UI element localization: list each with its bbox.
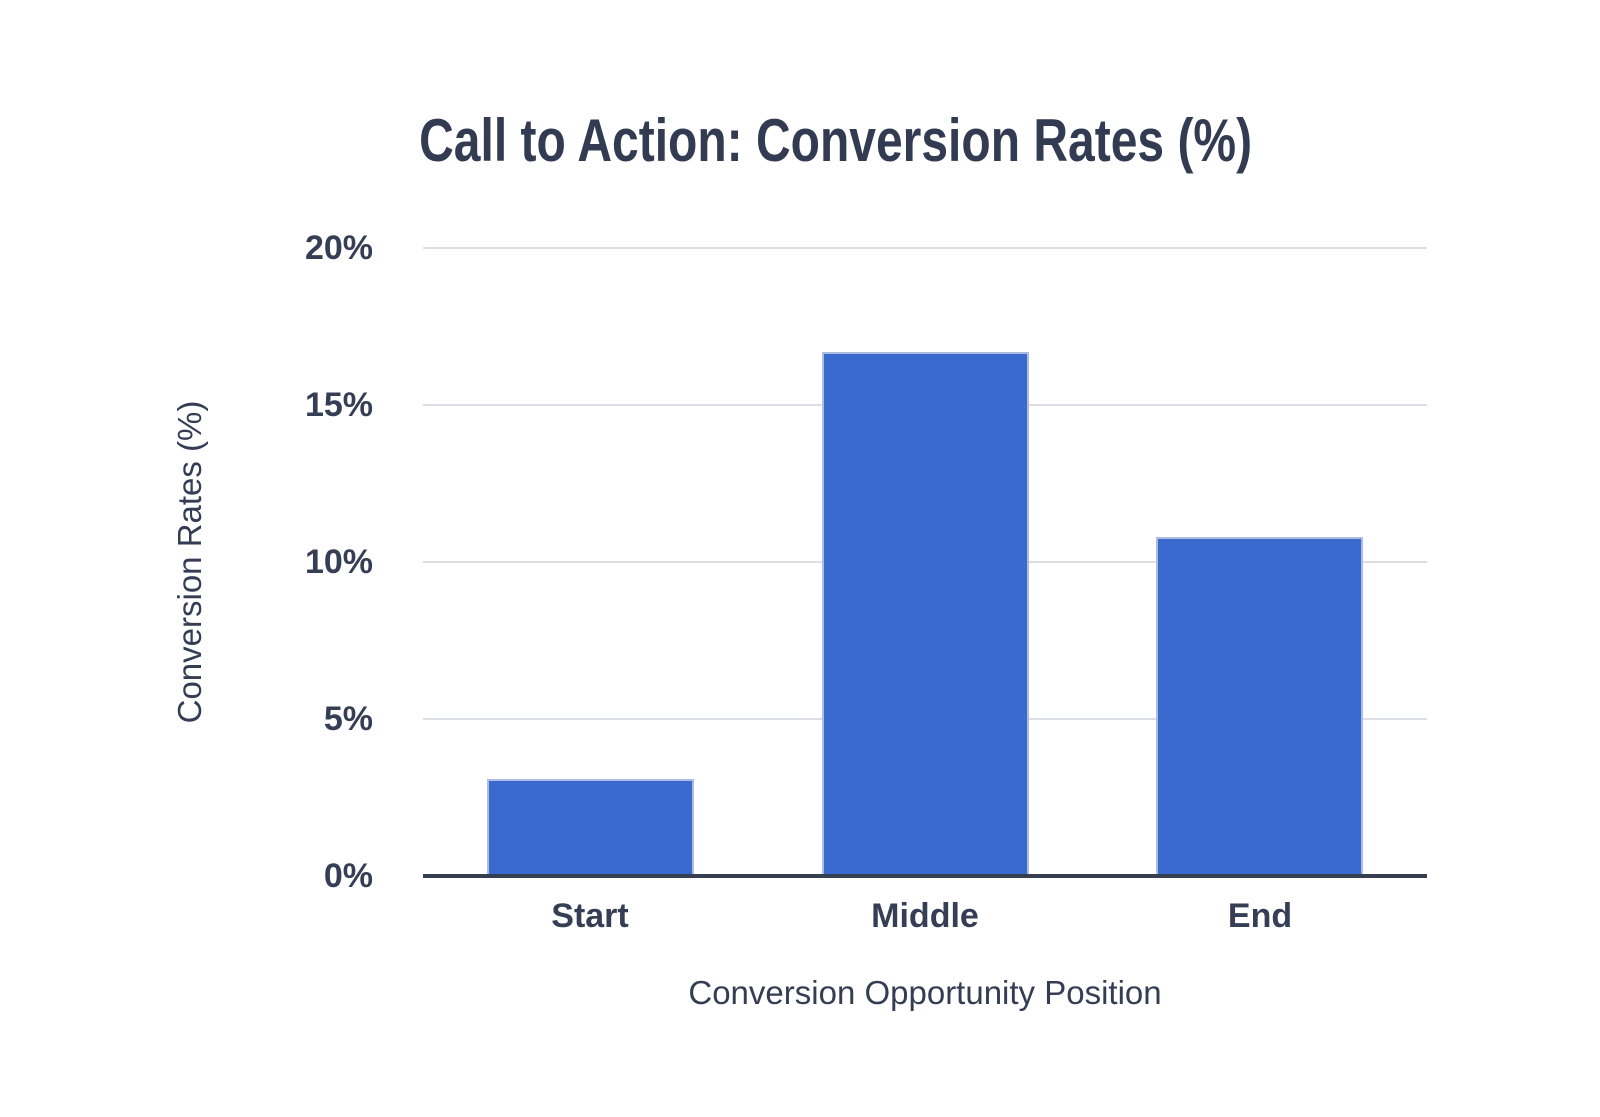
bar-start	[487, 779, 694, 876]
y-tick-label: 15%	[304, 386, 373, 424]
gridline-20%	[423, 247, 1427, 249]
chart-title: Call to Action: Conversion Rates (%)	[245, 104, 1427, 178]
plot-area	[423, 247, 1427, 878]
x-category-label: End	[1227, 897, 1293, 935]
x-axis-title: Conversion Opportunity Position	[688, 974, 1162, 1011]
y-tick-label: 0%	[323, 857, 373, 895]
chart-title-text: Call to Action: Conversion Rates (%)	[419, 107, 1253, 174]
bar-end	[1156, 537, 1363, 876]
bar-middle	[822, 352, 1029, 876]
x-category-label: Middle	[871, 897, 979, 935]
x-axis-line	[423, 874, 1427, 878]
x-category-label: Start	[551, 897, 629, 935]
y-tick-label: 10%	[304, 543, 373, 581]
y-tick-label: 5%	[323, 700, 373, 738]
y-tick-label: 20%	[304, 229, 373, 267]
